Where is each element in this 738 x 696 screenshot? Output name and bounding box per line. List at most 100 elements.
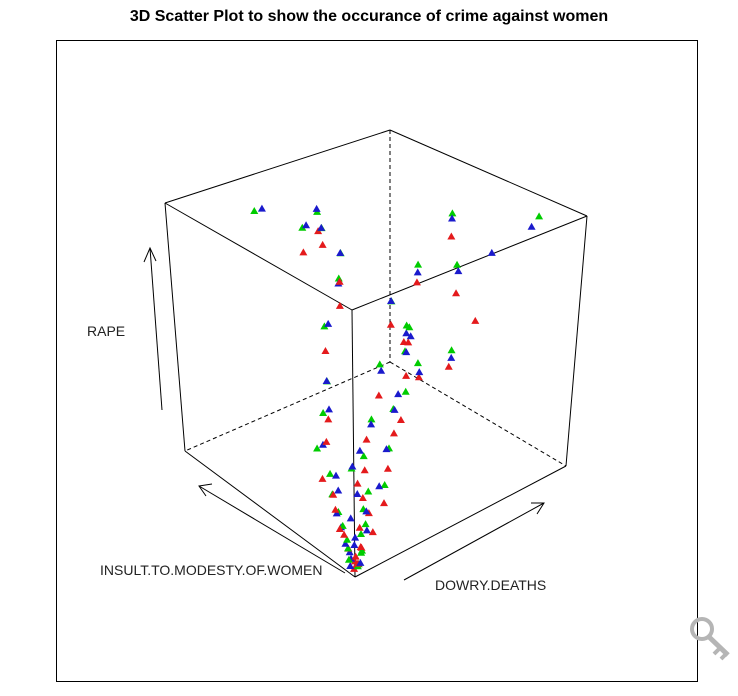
data-point — [331, 505, 340, 513]
data-point — [535, 212, 544, 220]
data-point — [348, 462, 357, 470]
x-axis-arrow — [403, 502, 545, 581]
data-point — [326, 469, 335, 477]
magnifier-handle-tooth — [712, 646, 722, 656]
box-edge — [164, 202, 186, 452]
box-edge — [164, 129, 391, 204]
magnifier-lens — [690, 617, 714, 641]
box-edge — [351, 215, 588, 311]
data-point — [447, 346, 456, 354]
data-point — [359, 452, 368, 460]
data-point — [447, 232, 456, 240]
data-point — [346, 562, 355, 570]
data-point — [405, 323, 414, 331]
data-point — [487, 248, 496, 256]
x-axis-arrowhead — [531, 502, 545, 515]
magnifier-handle-tooth — [719, 652, 728, 661]
data-point — [356, 558, 365, 566]
data-point — [448, 209, 457, 217]
data-point — [454, 267, 463, 275]
data-point — [413, 268, 422, 276]
data-points — [250, 204, 544, 572]
box-edge — [184, 450, 356, 578]
data-point — [414, 260, 423, 268]
data-point — [447, 353, 456, 361]
axis-arrows — [143, 246, 545, 581]
y-axis-label: INSULT.TO.MODESTY.OF.WOMEN — [100, 562, 322, 578]
data-point — [444, 362, 453, 370]
data-point — [250, 207, 259, 215]
data-point — [377, 366, 386, 374]
data-point — [336, 248, 345, 256]
data-point — [412, 278, 421, 286]
data-point — [415, 368, 424, 376]
data-point — [320, 322, 329, 330]
data-point — [332, 509, 341, 517]
data-point — [402, 348, 411, 356]
data-point — [413, 359, 422, 367]
data-point — [317, 223, 326, 231]
z-axis-arrowhead — [143, 246, 157, 263]
data-point — [350, 564, 359, 572]
data-point — [298, 223, 307, 231]
z-axis-arrow — [149, 247, 163, 411]
data-point — [324, 319, 333, 327]
box-edge — [354, 465, 567, 578]
data-point — [356, 543, 365, 551]
data-point — [527, 222, 536, 230]
data-point — [394, 390, 403, 398]
magnifier-handle — [706, 634, 730, 657]
data-point — [382, 445, 391, 453]
data-point — [375, 482, 384, 490]
z-axis-label: RAPE — [87, 323, 125, 339]
chart-title: 3D Scatter Plot to show the occurance of… — [129, 8, 609, 25]
zoom-key-icon[interactable] — [690, 617, 730, 661]
data-point — [387, 297, 396, 305]
data-point — [471, 316, 480, 324]
data-point — [353, 479, 362, 487]
y-axis-arrow — [198, 485, 346, 574]
data-point — [335, 301, 344, 309]
data-point — [404, 338, 413, 346]
data-point — [343, 535, 352, 543]
data-point — [358, 494, 367, 502]
data-point — [322, 377, 331, 385]
data-point — [364, 487, 373, 495]
data-point — [380, 481, 389, 489]
data-point — [361, 520, 370, 528]
data-point — [331, 471, 340, 479]
data-point — [322, 437, 331, 445]
data-point — [402, 329, 411, 337]
data-point — [448, 214, 457, 222]
data-point — [386, 320, 395, 328]
box-edge — [164, 202, 353, 311]
data-point — [351, 552, 360, 560]
data-point — [318, 474, 327, 482]
data-point — [414, 373, 423, 381]
data-point — [383, 464, 392, 472]
data-point — [302, 221, 311, 229]
y-axis-arrowhead — [198, 483, 213, 497]
data-point — [367, 420, 376, 428]
data-point — [341, 539, 350, 547]
data-point — [299, 248, 308, 256]
data-point — [319, 409, 328, 417]
plot-frame — [56, 40, 698, 682]
data-point — [362, 526, 371, 534]
data-point — [358, 546, 366, 554]
box-edge — [389, 129, 588, 217]
data-point — [334, 486, 343, 494]
data-point — [257, 204, 266, 212]
data-point — [390, 405, 399, 413]
data-point — [375, 360, 384, 368]
data-point — [406, 332, 415, 340]
data-point — [343, 544, 352, 552]
data-point — [340, 530, 349, 538]
data-point — [324, 415, 333, 423]
box-edge — [351, 309, 356, 578]
data-point — [402, 371, 411, 379]
data-point — [374, 391, 383, 399]
data-point — [360, 466, 369, 474]
box-edge-hidden — [184, 361, 391, 452]
